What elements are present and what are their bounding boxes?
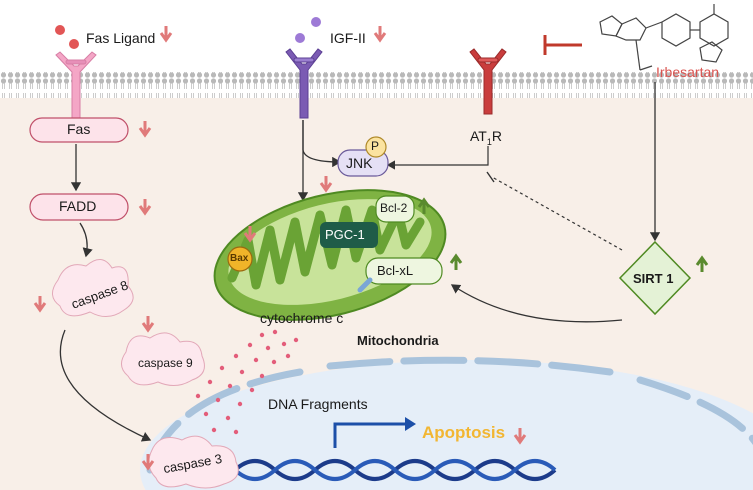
igf2-label: IGF-II [330,30,366,46]
igf2-molecule [295,33,305,43]
inhibition-bar [486,171,495,183]
bax-label: Bax [230,253,249,264]
bcl2-box [375,195,415,223]
bcl2-up-arrow [417,197,431,214]
caspase9-down-arrow [141,316,155,333]
igf2-down-arrow [373,26,387,43]
mitochondria-label: Mitochondria [357,333,439,348]
fas-receptor [55,51,97,119]
pgc1-box [320,222,378,248]
sirt1-inhibits-at1r [491,176,623,251]
transcription-arrow [333,422,405,448]
fas-ligand-label: Fas Ligand [86,30,156,46]
bcl2-label: Bcl-2 [380,201,408,215]
caspase9-label: caspase 9 [138,356,193,370]
at1r-receptor [469,48,507,115]
dna-fragments-label: DNA Fragments [268,396,368,412]
fadd-box [29,193,129,221]
phospho-label: P [371,139,380,153]
bclxl-anchor [357,277,373,293]
sirt1-up-arrow [695,255,709,272]
regulation-arrows [33,26,709,471]
igf-receptor [285,48,323,119]
apoptosis-down-arrow [513,428,527,445]
bax-circle [227,246,253,272]
phosphate-circle [365,136,387,158]
bclxl-label: Bcl-xL [377,263,414,278]
sirt1-to-bclxl-arrow [450,284,623,323]
at1r-label: AT1R [470,128,502,147]
fas-ligand-molecule [55,25,65,35]
caspase3-shape [148,435,239,489]
jnk-down-arrow [319,176,333,193]
apoptosis-label: Apoptosis [422,423,506,442]
fadd-down-arrow [138,199,152,216]
bclxl-box [365,257,443,285]
irbesartan-label: Irbesartan [656,64,720,80]
fas-ligand-down-arrow [159,26,173,43]
pgc1-label: PGC-1 [325,227,365,242]
caspase3-down-arrow [141,454,155,471]
fas-label: Fas [67,121,91,137]
fas-down-arrow [138,121,152,138]
caspase9-shape [121,332,205,386]
dna-helix [233,459,557,481]
cytochrome-c-label: cytochrome c [260,310,344,326]
fas-ligand-molecule [69,39,79,49]
caspase8-shape [52,259,134,317]
fadd-label: FADD [59,198,97,214]
fas-box [29,117,129,143]
caspase8-to-caspase3-arrow [59,329,152,442]
nucleus [140,356,753,490]
caspase8-down-arrow [33,296,47,313]
igf2-molecule [311,17,321,27]
cytochrome-c-release [195,329,299,435]
fadd-to-caspase8-arrow [79,222,93,258]
bax-down-arrow [243,226,257,243]
cell-membrane [0,72,753,98]
sirt1-label: SIRT 1 [633,271,674,286]
at1r-to-jnk-arrow [386,146,489,170]
sirt1-diamond [618,240,692,316]
bclxl-up-arrow [449,253,463,270]
jnk-label: JNK [346,155,373,171]
irbesartan-structure [599,4,729,71]
transcription-arrowhead [405,417,416,431]
